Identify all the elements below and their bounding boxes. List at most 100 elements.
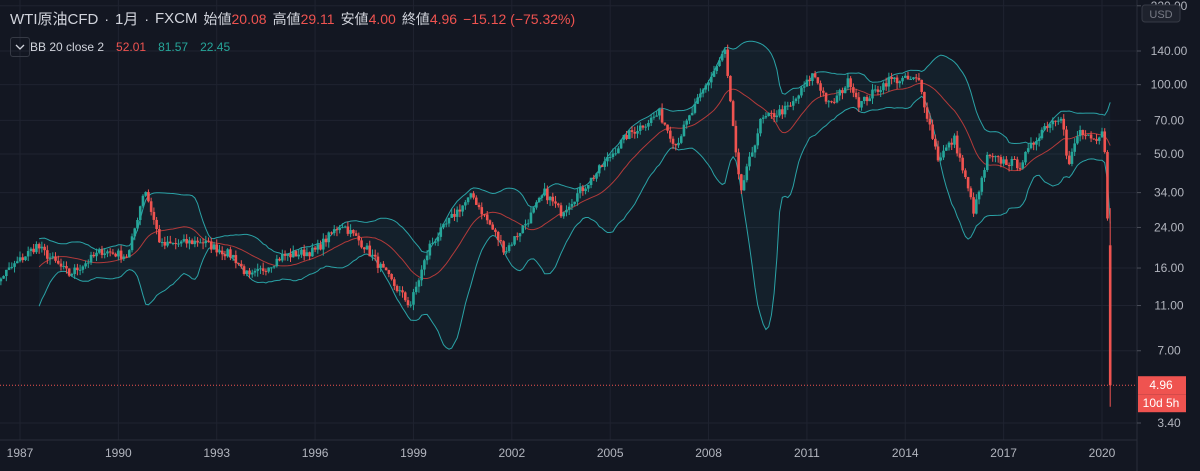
candle <box>201 238 205 250</box>
x-tick-label: 2008 <box>695 446 722 460</box>
candle-body <box>166 241 169 246</box>
candle <box>876 85 880 96</box>
currency-box[interactable] <box>1141 4 1181 23</box>
candle-body <box>693 103 697 113</box>
high-value: 29.11 <box>300 10 335 27</box>
candle <box>852 83 855 98</box>
candle <box>827 99 831 108</box>
candle-body <box>95 252 98 257</box>
candle <box>507 242 511 254</box>
candle <box>595 172 598 182</box>
candle <box>453 208 456 221</box>
countdown-label: 10d 5h <box>1143 396 1180 410</box>
candle-body <box>794 98 798 102</box>
candle <box>371 249 374 261</box>
candle-body <box>308 252 311 257</box>
candle-body <box>289 253 292 258</box>
candle <box>718 57 721 67</box>
candle <box>873 84 877 93</box>
interval-label[interactable]: 1月 <box>115 11 139 28</box>
candle-body <box>316 244 320 250</box>
candle-body <box>73 267 76 275</box>
candle-body <box>625 134 628 139</box>
candle-body <box>873 89 877 91</box>
candle <box>324 235 328 247</box>
candle <box>226 248 229 258</box>
candle-body <box>1084 135 1087 137</box>
candle <box>319 240 322 251</box>
chart-legend: WTI原油CFD · 1月 · FXCM 始値 20.08 高値 29.11 安… <box>10 10 576 28</box>
candle <box>138 205 142 226</box>
candle <box>966 176 970 192</box>
candle-body <box>324 238 328 243</box>
candle-body <box>450 213 454 218</box>
candle <box>417 278 421 293</box>
candle <box>300 247 303 258</box>
candle-body <box>480 207 484 215</box>
candle <box>958 147 962 162</box>
candle-body <box>117 250 120 257</box>
candle <box>242 264 246 276</box>
candle-body <box>291 251 295 258</box>
bb-fill <box>39 41 1111 350</box>
candle <box>745 163 749 183</box>
candle <box>43 243 46 256</box>
candle <box>895 75 899 90</box>
candle-body <box>398 290 402 292</box>
candle <box>543 182 546 197</box>
candle <box>562 211 566 219</box>
candle <box>513 236 516 246</box>
candle-body <box>813 73 817 78</box>
candle <box>32 243 35 255</box>
candle <box>212 241 216 250</box>
symbol-name[interactable]: WTI原油CFD <box>10 11 99 28</box>
candle-body <box>182 238 186 242</box>
currency-label: USD <box>1149 9 1172 21</box>
candle-body <box>185 238 188 244</box>
candle <box>177 239 180 248</box>
candle <box>97 247 101 255</box>
candle <box>720 50 724 62</box>
candle <box>611 148 615 160</box>
candle-body <box>59 263 63 267</box>
candle <box>781 105 784 119</box>
candle-body <box>944 147 948 151</box>
candle-body <box>275 258 279 267</box>
candle <box>764 112 768 120</box>
candle <box>925 102 929 123</box>
candle <box>955 130 959 157</box>
candle-body <box>365 245 369 250</box>
candle <box>573 201 576 207</box>
candle <box>841 87 844 100</box>
x-tick-label: 2017 <box>990 446 1017 460</box>
y-tick-label: 7.00 <box>1157 344 1181 358</box>
candle <box>270 267 273 273</box>
candle <box>62 261 66 270</box>
collapse-legend-button[interactable] <box>10 37 30 57</box>
candle-body <box>256 268 260 271</box>
candle-body <box>1029 143 1033 149</box>
indicator-name[interactable]: BB 20 close 2 <box>30 40 105 54</box>
candle-body <box>267 267 270 272</box>
candle-body <box>84 263 87 267</box>
price-axis[interactable]: 220.00140.00100.0070.0050.0034.0024.0016… <box>1136 0 1200 471</box>
candle <box>843 85 847 94</box>
candle-body <box>718 60 721 67</box>
candle-body <box>488 220 492 225</box>
candle <box>54 252 57 263</box>
candle-body <box>958 153 962 158</box>
candle-body <box>24 256 27 261</box>
candle <box>893 76 896 83</box>
candle <box>1005 156 1008 166</box>
candle-body <box>832 101 836 103</box>
candle-body <box>106 251 109 254</box>
time-axis[interactable]: 1987 1990 1993 1996 1999 2002 2005 2008 2011 2014… <box>0 0 1137 460</box>
candle-body <box>595 173 598 179</box>
candle <box>0 277 3 286</box>
candle-body <box>0 278 3 282</box>
candle <box>510 242 514 247</box>
candle-body <box>62 266 66 268</box>
candle <box>1024 151 1027 165</box>
candle-body <box>581 187 585 192</box>
